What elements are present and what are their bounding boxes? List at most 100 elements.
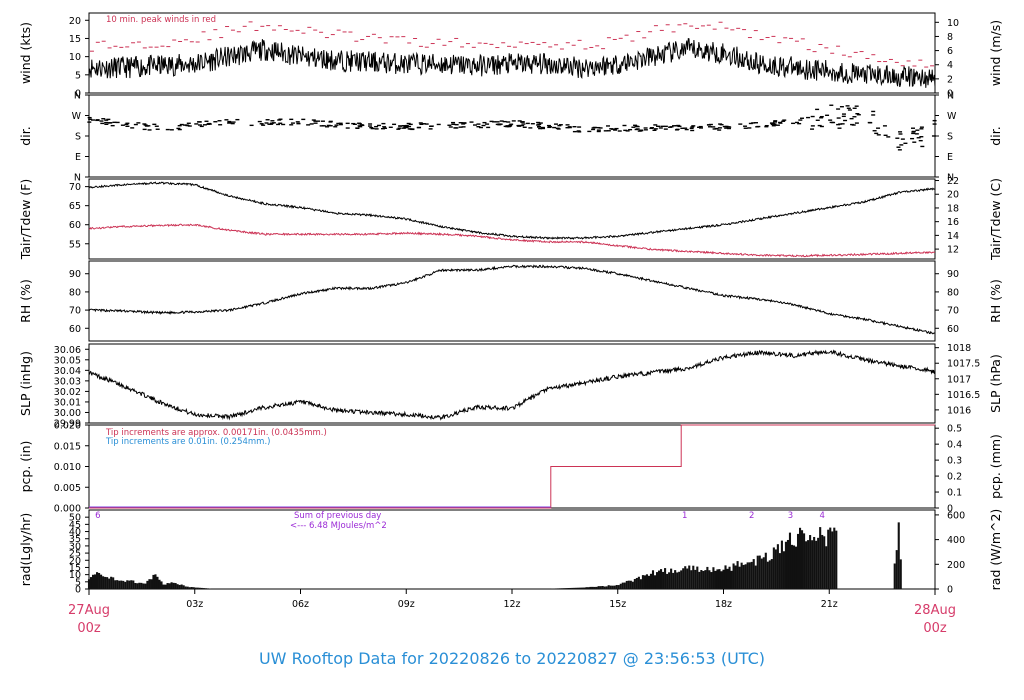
rad-ytick-left-label: 25: [69, 549, 81, 560]
temp-ytick-left-label: 65: [69, 201, 81, 212]
dir-ylabel-right: dir.: [988, 126, 1003, 145]
slp-ytick-left-label: 29.99: [54, 419, 81, 430]
pcp-ytick-right-label: 0.1: [947, 488, 962, 499]
rad-ytick-left-label: 50: [69, 513, 81, 524]
rad-ytick-left-label: 0: [75, 585, 81, 596]
slp-ytick-left-label: 30.04: [54, 366, 81, 377]
rad-ytick-left-label: 45: [69, 520, 81, 531]
rad-ytick-left-label: 40: [69, 527, 81, 538]
rh-ytick-left-label: 90: [69, 269, 81, 280]
slp-panel-frame: [88, 343, 936, 424]
temp-ytick-right-label: 20: [947, 190, 959, 201]
rh-line: [88, 264, 936, 335]
rad-ytick-left-label: 15: [69, 563, 81, 574]
slp-ytick-right-label: 1017.5: [947, 359, 980, 370]
rh-ytick-left-label: 80: [69, 287, 81, 298]
pcp-ytick-left-label: 0.010: [54, 462, 81, 473]
slp-ytick-right-label: 1018: [947, 343, 971, 354]
dir-ytick-right-label: N: [947, 91, 954, 102]
rad-ytick-right-label: 200: [947, 560, 965, 571]
slp-ytick-left-label: 30.06: [54, 345, 81, 356]
dir-ytick-right-label: W: [947, 111, 957, 122]
rad-ytick-left-label: 30: [69, 541, 81, 552]
x-end-time: 00z: [923, 621, 947, 636]
x-tick-label: 09z: [398, 599, 415, 610]
slp-line: [88, 349, 936, 421]
slp-ytick-left-label: 30.05: [54, 355, 81, 366]
rad-marker-label: 2: [749, 511, 754, 521]
slp-ytick-right-label: 1017: [947, 374, 971, 385]
rad-ytick-left-label: 35: [69, 534, 81, 545]
rh-ytick-right-label: 60: [947, 324, 959, 335]
pcp-ylabel-left: pcp. (in): [18, 441, 33, 493]
pcp-tip-note: Tip increments are approx. 0.00171in. (0…: [105, 428, 327, 438]
slp-ytick-left-label: 30.03: [54, 376, 81, 387]
pcp-ylabel-right: pcp. (mm): [988, 434, 1003, 499]
rad-marker-label: 6: [95, 511, 100, 521]
rad-marker-label: 3: [788, 511, 793, 521]
pcp-ytick-right-label: 0.5: [947, 424, 962, 435]
rh-ylabel-right: RH (%): [988, 279, 1003, 323]
wind-speed-line: [88, 37, 936, 88]
pcp-ytick-left-label: 0.015: [54, 441, 81, 452]
rad-ylabel-right: rad (W/m^2): [988, 509, 1003, 591]
x-tick-label: 06z: [292, 599, 309, 610]
dir-ytick-left-label: S: [75, 132, 81, 143]
temp-ytick-right-label: 22: [947, 176, 959, 187]
wind-ytick-right-label: 0: [947, 89, 953, 100]
air-temp-line: [88, 181, 936, 240]
x-start-date: 27Aug: [68, 603, 110, 618]
wind-ytick-right-label: 2: [947, 74, 953, 85]
x-tick-label: 15z: [609, 599, 626, 610]
rh-ytick-left-label: 60: [69, 324, 81, 335]
dir-ytick-right-label: N: [947, 173, 954, 184]
dir-panel-frame: [88, 94, 936, 178]
wind-ytick-right-label: 10: [947, 18, 959, 29]
wind-ytick-right-label: 6: [947, 46, 953, 57]
dewpoint-line: [88, 223, 936, 258]
temp-panel-frame: [88, 178, 936, 260]
rh-panel-frame: [88, 260, 936, 342]
wind-ylabel-right: wind (m/s): [988, 20, 1003, 86]
wind-peak-note: 10 min. peak winds in red: [106, 15, 216, 25]
temp-ylabel-left: Tair/Tdew (F): [18, 179, 33, 260]
temp-ytick-right-label: 12: [947, 245, 959, 256]
rad-ytick-left-label: 10: [69, 570, 81, 581]
x-tick-label: 18z: [715, 599, 732, 610]
rad-ytick-left-label: 20: [69, 556, 81, 567]
dir-ytick-left-label: N: [74, 91, 81, 102]
rad-ytick-right-label: 600: [947, 510, 965, 521]
rad-marker-label: 4: [819, 511, 824, 521]
slp-ylabel-right: SLP (hPa): [988, 354, 1003, 413]
slp-ytick-left-label: 30.00: [54, 408, 81, 419]
rh-ytick-right-label: 70: [947, 306, 959, 317]
dir-ytick-right-label: S: [947, 132, 953, 143]
rh-ytick-right-label: 80: [947, 287, 959, 298]
pcp-ytick-left-label: 0.020: [54, 421, 81, 432]
slp-ytick-right-label: 1016: [947, 405, 971, 416]
pcp-ytick-right-label: 0.4: [947, 440, 962, 451]
dir-ylabel-left: dir.: [18, 126, 33, 145]
x-start-time: 00z: [77, 621, 101, 636]
dir-ytick-left-label: N: [74, 173, 81, 184]
slp-ylabel-left: SLP (inHg): [18, 351, 33, 416]
dir-ytick-left-label: W: [72, 111, 82, 122]
x-tick-label: 12z: [503, 599, 520, 610]
rad-sum-note: <--- 6.48 MJoules/m^2: [290, 521, 387, 531]
wind-ytick-left-label: 15: [69, 34, 81, 45]
rad-ytick-right-label: 400: [947, 535, 965, 546]
wind-ytick-left-label: 20: [69, 16, 81, 27]
wind-ylabel-left: wind (kts): [18, 22, 33, 84]
temp-ytick-left-label: 60: [69, 220, 81, 231]
wind-ytick-right-label: 8: [947, 32, 953, 43]
slp-ytick-left-label: 30.02: [54, 387, 81, 398]
temp-ytick-right-label: 16: [947, 217, 959, 228]
rh-ylabel-left: RH (%): [18, 279, 33, 323]
x-end-date: 28Aug: [914, 603, 956, 618]
wind-ytick-left-label: 0: [75, 89, 81, 100]
rad-marker-label: 1: [682, 511, 687, 521]
wind-ytick-right-label: 4: [947, 60, 953, 71]
footer-title: UW Rooftop Data for 20220826 to 20220827…: [258, 649, 766, 668]
wind-panel-frame: [88, 12, 936, 94]
